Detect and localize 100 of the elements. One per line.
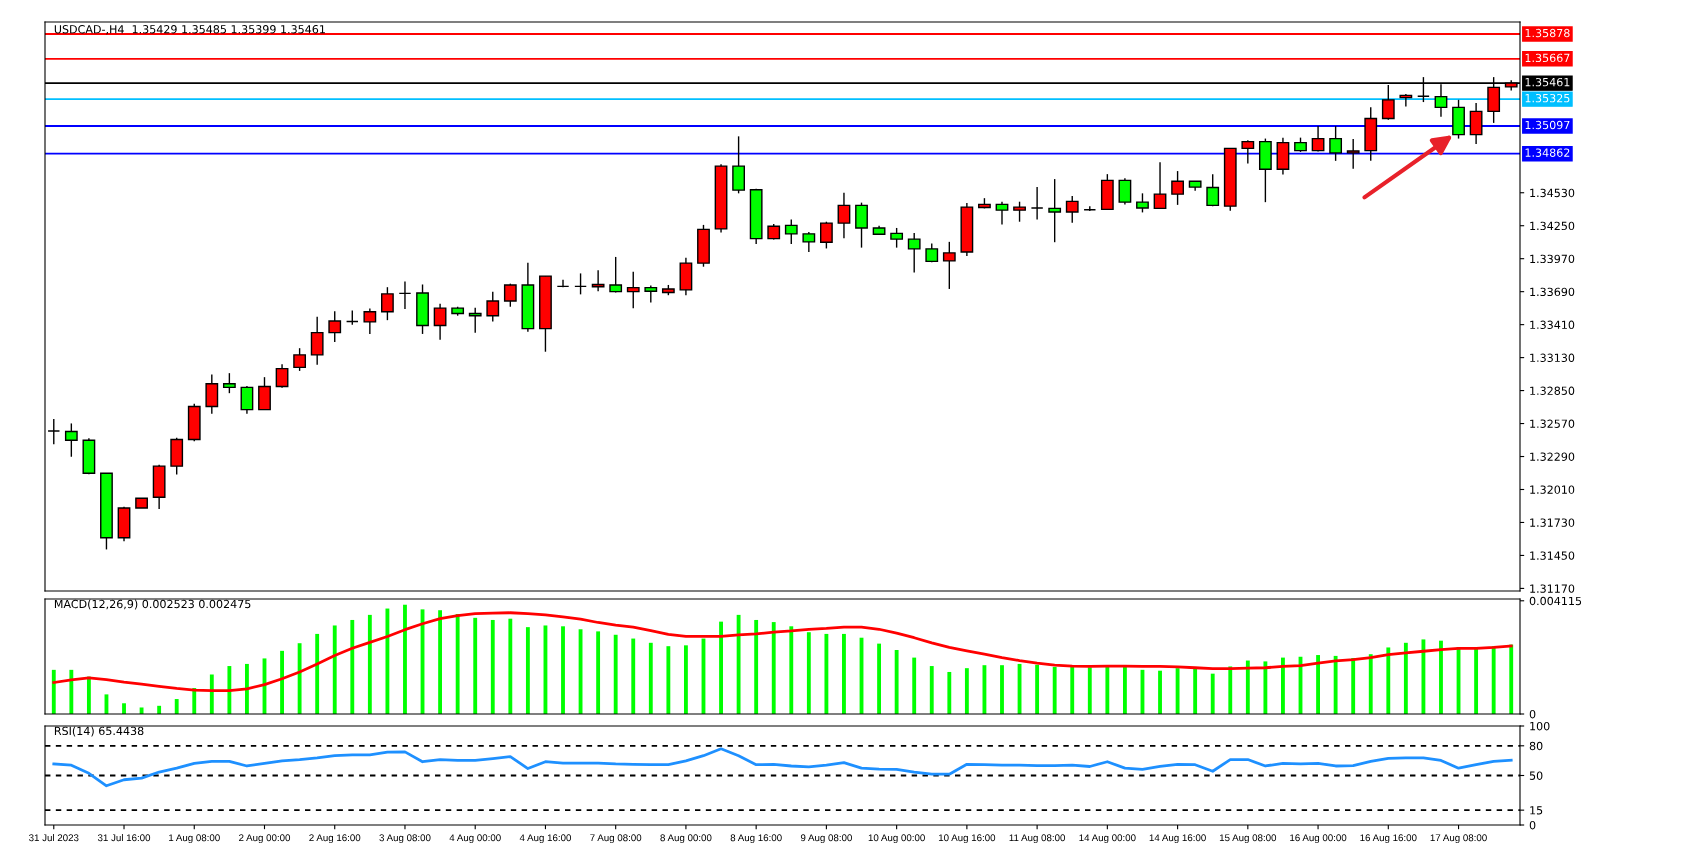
candlestick bbox=[819, 221, 833, 250]
bar bbox=[1245, 660, 1250, 714]
candlestick bbox=[907, 232, 921, 274]
ref-line-label: 1.34862 bbox=[1525, 148, 1570, 157]
y-tick-label: 100 bbox=[1530, 721, 1550, 731]
y-tick-label: 1.32850 bbox=[1530, 386, 1575, 395]
bar bbox=[1035, 664, 1040, 714]
y-tick-label: 15 bbox=[1530, 806, 1543, 815]
bar bbox=[964, 668, 969, 714]
candlestick bbox=[47, 418, 61, 445]
candlestick bbox=[1118, 177, 1132, 206]
bar bbox=[666, 646, 671, 714]
bar bbox=[473, 617, 478, 714]
candlestick bbox=[1329, 125, 1343, 162]
x-tick-label: 2 Aug 16:00 bbox=[309, 834, 361, 844]
x-tick-label: 10 Aug 16:00 bbox=[938, 834, 996, 844]
bar bbox=[315, 633, 320, 714]
y-tick-label: 1.33690 bbox=[1530, 287, 1575, 297]
bar bbox=[789, 626, 794, 714]
y-tick-label: 1.31730 bbox=[1530, 518, 1575, 527]
candlestick bbox=[222, 372, 236, 394]
x-tick-label: 17 Aug 08:00 bbox=[1430, 834, 1487, 844]
candlestick bbox=[1013, 201, 1026, 223]
candlestick bbox=[1048, 178, 1062, 243]
bar bbox=[1421, 639, 1426, 714]
candlestick bbox=[626, 270, 640, 309]
bar bbox=[209, 674, 214, 714]
bar bbox=[929, 666, 934, 714]
bar bbox=[719, 621, 723, 714]
x-tick-label: 31 Jul 16:00 bbox=[97, 834, 151, 842]
x-tick-label: 8 Aug 16:00 bbox=[730, 834, 782, 844]
x-tick-label: 7 Aug 08:00 bbox=[590, 834, 642, 844]
bar bbox=[122, 703, 126, 714]
bar bbox=[1509, 644, 1514, 714]
bar bbox=[1210, 673, 1215, 714]
y-tick-label: 1.31170 bbox=[1530, 584, 1575, 593]
bar bbox=[1386, 647, 1391, 714]
bar bbox=[1351, 658, 1356, 714]
bar bbox=[894, 649, 899, 714]
y-tick-label: 1.33130 bbox=[1530, 353, 1575, 362]
bar bbox=[1070, 666, 1075, 714]
candlestick bbox=[890, 227, 904, 249]
bar bbox=[1052, 666, 1057, 714]
y-tick-label: 0 bbox=[1529, 709, 1536, 719]
bar bbox=[367, 614, 372, 714]
bar bbox=[1000, 665, 1004, 714]
x-tick-label: 14 Aug 16:00 bbox=[1149, 834, 1206, 844]
candlestick bbox=[1065, 195, 1079, 224]
x-tick-label: 8 Aug 00:00 bbox=[660, 834, 712, 844]
bar bbox=[648, 642, 653, 714]
bar bbox=[245, 663, 249, 714]
x-tick-label: 14 Aug 00:00 bbox=[1079, 834, 1136, 844]
ref-line-label: 1.35667 bbox=[1525, 53, 1570, 63]
bar bbox=[806, 632, 811, 714]
candlestick bbox=[1030, 186, 1044, 221]
ref-line-label: 1.35097 bbox=[1525, 120, 1570, 130]
x-tick-label: 2 Aug 00:00 bbox=[239, 834, 291, 844]
x-tick-label: 15 Aug 08:00 bbox=[1219, 834, 1277, 844]
bar bbox=[525, 627, 530, 714]
candlestick bbox=[258, 376, 271, 411]
x-tick-label: 16 Aug 00:00 bbox=[1290, 834, 1347, 844]
bar bbox=[438, 610, 443, 714]
y-tick-label: 1.34530 bbox=[1530, 188, 1575, 198]
chart-title: RSI(14) 65.4438 bbox=[54, 726, 144, 737]
x-tick-label: 1 Aug 08:00 bbox=[169, 834, 220, 844]
bar bbox=[1158, 670, 1162, 714]
bar bbox=[596, 631, 601, 714]
x-tick-label: 16 Aug 16:00 bbox=[1360, 834, 1417, 844]
candlestick bbox=[1206, 173, 1220, 207]
bar bbox=[1087, 667, 1092, 714]
bar bbox=[1193, 668, 1198, 714]
bar bbox=[192, 688, 197, 714]
candlestick bbox=[64, 422, 78, 458]
chart-title: MACD(12,26,9) 0.002523 0.002475 bbox=[54, 599, 251, 610]
bar bbox=[1281, 657, 1285, 714]
bar bbox=[490, 619, 495, 714]
x-tick-label: 9 Aug 08:00 bbox=[800, 834, 852, 844]
x-tick-label: 3 Aug 08:00 bbox=[379, 834, 431, 844]
candlestick bbox=[1241, 139, 1255, 165]
x-tick-label: 4 Aug 16:00 bbox=[519, 834, 572, 844]
bar bbox=[455, 614, 460, 714]
bar bbox=[1368, 654, 1373, 714]
bar bbox=[771, 622, 776, 714]
x-tick-label: 4 Aug 00:00 bbox=[449, 834, 501, 844]
line-series bbox=[52, 747, 1513, 788]
bar bbox=[1474, 648, 1479, 714]
bar bbox=[139, 707, 144, 714]
line-series bbox=[52, 611, 1513, 692]
candlestick bbox=[1153, 161, 1167, 210]
candlestick bbox=[240, 385, 254, 415]
bar bbox=[297, 643, 302, 714]
bar bbox=[1403, 642, 1408, 714]
candlestick bbox=[1136, 192, 1149, 214]
ref-line-label: 1.35325 bbox=[1525, 93, 1570, 103]
chart-title: USDCAD-,H4 1.35429 1.35485 1.35399 1.35461 bbox=[54, 25, 325, 35]
bar bbox=[1333, 655, 1338, 714]
candlestick bbox=[1171, 170, 1184, 206]
bar bbox=[631, 638, 636, 714]
candlestick bbox=[363, 307, 377, 335]
y-tick-label: 0 bbox=[1529, 820, 1536, 830]
